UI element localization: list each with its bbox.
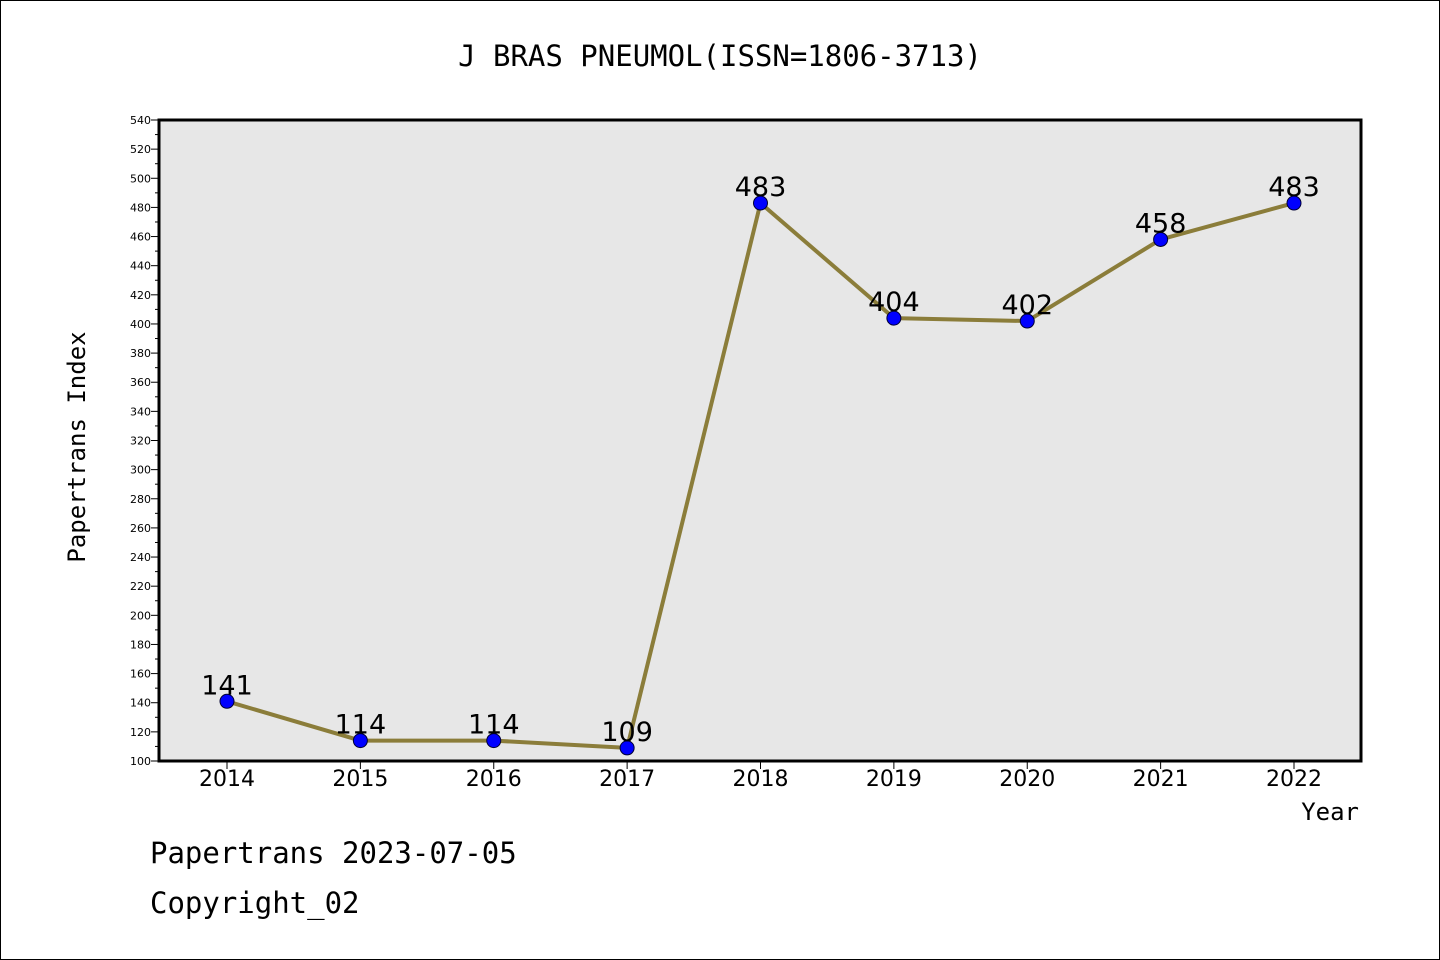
data-label: 109: [601, 717, 653, 748]
y-tick-label: 420: [130, 289, 151, 302]
x-tick-label: 2020: [999, 767, 1055, 792]
data-point: [219, 693, 235, 709]
x-tick-label: 2021: [1133, 767, 1189, 792]
x-tick-label: 2018: [733, 767, 789, 792]
footer-copyright: Copyright_02: [150, 886, 360, 920]
data-point: [352, 733, 368, 749]
series-layer: [219, 195, 1302, 756]
data-label: 483: [735, 172, 787, 203]
y-tick-label: 540: [130, 114, 151, 127]
x-tick-label: 2022: [1266, 767, 1322, 792]
y-tick-label: 460: [130, 231, 151, 244]
y-tick-label: 440: [130, 260, 151, 273]
data-label: 404: [868, 287, 920, 318]
data-point: [486, 733, 502, 749]
y-tick-label: 220: [130, 580, 151, 593]
x-tick-label: 2015: [332, 767, 388, 792]
x-tick-label: 2014: [199, 767, 255, 792]
plot-area: [157, 118, 1363, 763]
y-tick-label: 520: [130, 143, 151, 156]
y-tick-label: 320: [130, 435, 151, 448]
y-tick-label: 200: [130, 609, 151, 622]
data-point: [1286, 195, 1302, 211]
y-tick-label: 160: [130, 668, 151, 681]
y-tick-label: 500: [130, 172, 151, 185]
y-tick-label: 120: [130, 726, 151, 739]
x-axis: 2014 2015 2016 2017 2018 2019 2020 2021 2022: [199, 761, 1322, 792]
data-point: [1153, 231, 1169, 247]
data-label: 141: [201, 670, 253, 701]
data-point: [886, 310, 902, 326]
data-label: 114: [468, 710, 520, 741]
data-point: [619, 740, 635, 756]
y-tick-label: 360: [130, 376, 151, 389]
x-tick-label: 2019: [866, 767, 922, 792]
data-point: [1019, 313, 1035, 329]
y-tick-label: 480: [130, 201, 151, 214]
y-tick-label: 260: [130, 522, 151, 535]
y-tick-label: 300: [130, 464, 151, 477]
y-tick-label: 180: [130, 638, 151, 651]
data-labels: 141 114 114 109 483 404 402 458 483: [201, 172, 1320, 748]
data-label: 483: [1268, 172, 1320, 203]
x-tick-label: 2017: [599, 767, 655, 792]
chart-title: J BRAS PNEUMOL(ISSN=1806-3713): [458, 39, 982, 73]
y-tick-label: 240: [130, 551, 151, 564]
x-axis-label: Year: [1301, 798, 1359, 826]
y-axis: 100 120 140 160 180 200 220 240 260 280 300 320 340 3…: [130, 114, 159, 768]
y-tick-label: 380: [130, 347, 151, 360]
x-tick-label: 2016: [466, 767, 522, 792]
footer-date: Papertrans 2023-07-05: [150, 836, 517, 870]
data-label: 458: [1135, 208, 1187, 239]
y-tick-label: 340: [130, 405, 151, 418]
y-axis-label: Papertrans Index: [63, 331, 91, 562]
y-tick-label: 280: [130, 493, 151, 506]
data-point: [753, 195, 768, 211]
data-label: 114: [335, 710, 387, 741]
data-label: 402: [1001, 290, 1053, 321]
y-tick-label: 400: [130, 318, 151, 331]
y-tick-label: 100: [130, 755, 151, 768]
y-tick-label: 140: [130, 697, 151, 710]
